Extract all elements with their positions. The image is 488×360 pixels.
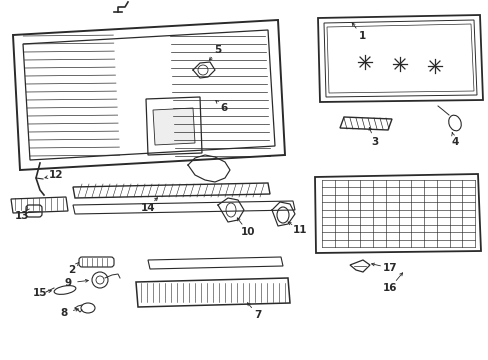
Text: 17: 17 bbox=[382, 263, 397, 273]
Text: 4: 4 bbox=[450, 137, 458, 147]
Text: 2: 2 bbox=[68, 265, 76, 275]
Text: 8: 8 bbox=[60, 308, 67, 318]
Text: 5: 5 bbox=[214, 45, 221, 55]
Text: 1: 1 bbox=[358, 31, 365, 41]
Text: 12: 12 bbox=[49, 170, 63, 180]
Text: 9: 9 bbox=[64, 278, 71, 288]
Text: 13: 13 bbox=[15, 211, 29, 221]
Text: 16: 16 bbox=[382, 283, 396, 293]
Text: 10: 10 bbox=[240, 227, 255, 237]
Text: 14: 14 bbox=[141, 203, 155, 213]
Polygon shape bbox=[153, 108, 195, 145]
Text: 15: 15 bbox=[33, 288, 47, 298]
Text: 6: 6 bbox=[220, 103, 227, 113]
Text: 7: 7 bbox=[254, 310, 261, 320]
Text: 3: 3 bbox=[370, 137, 378, 147]
Text: 11: 11 bbox=[292, 225, 306, 235]
